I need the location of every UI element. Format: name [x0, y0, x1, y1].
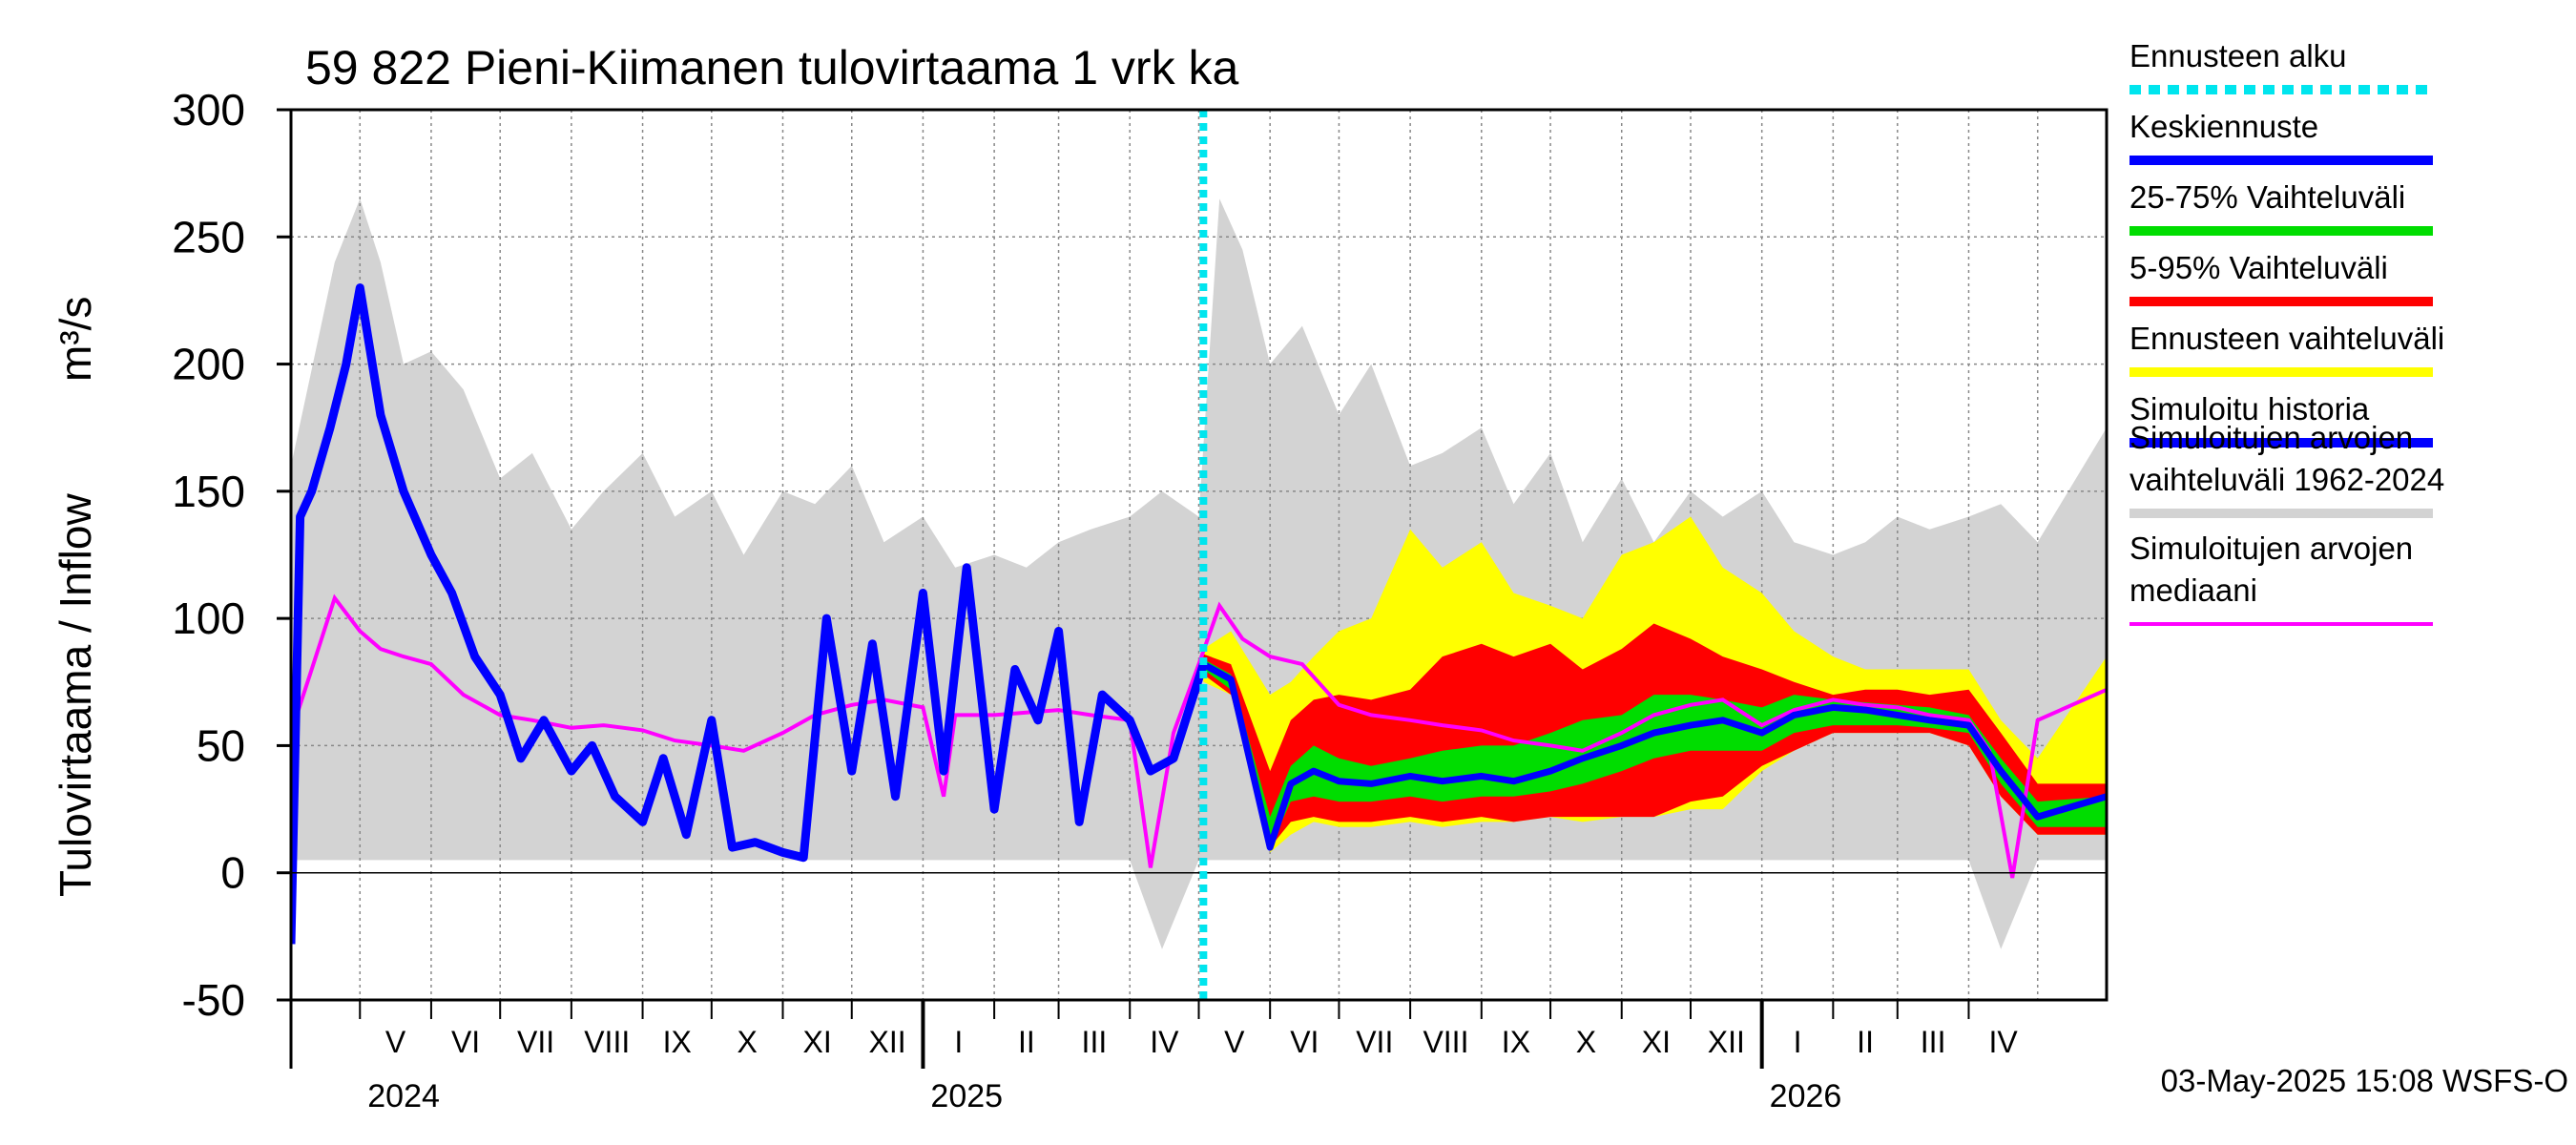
- month-label: X: [737, 1025, 757, 1059]
- month-label: X: [1576, 1025, 1596, 1059]
- plot-content: [291, 110, 2107, 1000]
- month-label: V: [385, 1025, 406, 1059]
- legend-label: Simuloitu historia: [2129, 391, 2370, 427]
- mean-forecast-line: [1201, 661, 2107, 851]
- month-label: IX: [1502, 1025, 1530, 1059]
- legend-label: mediaani: [2129, 572, 2257, 608]
- month-label: IV: [1988, 1025, 2018, 1059]
- month-label: IV: [1150, 1025, 1179, 1059]
- month-label: XI: [1642, 1025, 1671, 1059]
- month-label: III: [1921, 1025, 1946, 1059]
- y-tick-label: 250: [172, 212, 245, 261]
- month-label: VI: [451, 1025, 480, 1059]
- legend-label: Ennusteen vaihteluväli: [2129, 321, 2444, 356]
- y-tick-label: 50: [197, 720, 245, 770]
- legend-label: Keskiennuste: [2129, 109, 2318, 144]
- month-label: XI: [803, 1025, 832, 1059]
- y-axis-label: Tulovirtaama / Inflow: [51, 493, 100, 897]
- month-label: I: [954, 1025, 963, 1059]
- month-label: XII: [869, 1025, 906, 1059]
- simulated-history-line: [291, 283, 1208, 945]
- month-label: VII: [517, 1025, 554, 1059]
- month-label: VIII: [1423, 1025, 1468, 1059]
- legend-label: Ennusteen alku: [2129, 38, 2347, 73]
- legend: Ennusteen alku Keskiennuste 25-75% Vaihtel…: [2129, 38, 2444, 626]
- month-label: XII: [1708, 1025, 1745, 1059]
- year-label: 2026: [1770, 1078, 1842, 1114]
- median-line: [291, 593, 2107, 879]
- legend-label: Simuloitujen arvojen: [2129, 420, 2413, 455]
- y-tick-label: 0: [220, 848, 245, 898]
- legend-label: Simuloitujen arvojen: [2129, 531, 2413, 566]
- y-tick-label: 200: [172, 340, 245, 389]
- month-label: III: [1082, 1025, 1108, 1059]
- month-label: II: [1018, 1025, 1035, 1059]
- month-label: IX: [663, 1025, 692, 1059]
- legend-label: 5-95% Vaihteluväli: [2129, 250, 2388, 285]
- y-tick-label: 100: [172, 593, 245, 643]
- legend-label: vaihteluväli 1962-2024: [2129, 462, 2444, 497]
- month-label: VI: [1290, 1025, 1319, 1059]
- chart-title: 59 822 Pieni-Kiimanen tulovirtaama 1 vrk…: [305, 41, 1238, 94]
- y-axis-unit: m³/s: [51, 297, 100, 382]
- month-label: II: [1857, 1025, 1874, 1059]
- month-label: VIII: [584, 1025, 630, 1059]
- y-tick-label: 300: [172, 85, 245, 135]
- y-tick-label: -50: [182, 975, 245, 1025]
- legend-label: 25-75% Vaihteluväli: [2129, 179, 2405, 215]
- month-label: I: [1794, 1025, 1802, 1059]
- year-label: 2025: [930, 1078, 1003, 1114]
- month-label: V: [1224, 1025, 1245, 1059]
- timestamp: 03-May-2025 15:08 WSFS-O: [2161, 1063, 2568, 1098]
- year-label: 2024: [367, 1078, 440, 1114]
- y-tick-label: 150: [172, 467, 245, 516]
- month-label: VII: [1356, 1025, 1393, 1059]
